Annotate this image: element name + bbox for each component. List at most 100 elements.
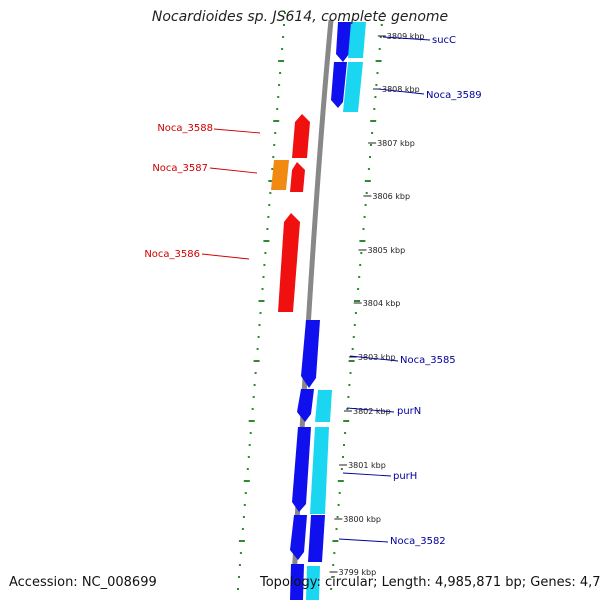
outer-ring-tick bbox=[284, 12, 286, 14]
topology-text: Topology: circular; Length: 4,985,871 bp… bbox=[260, 575, 600, 590]
gene-arrow-noca-3589-rna[interactable] bbox=[343, 62, 363, 112]
inner-ring-tick bbox=[379, 36, 382, 38]
inner-ring-tick bbox=[352, 336, 355, 338]
inner-ring-tick bbox=[360, 252, 363, 254]
inner-ring-tick bbox=[369, 156, 371, 158]
outer-ring-tick bbox=[246, 468, 249, 470]
outer-ring-tick bbox=[278, 60, 285, 62]
gene-arrow-noca-3587-orange[interactable] bbox=[271, 160, 289, 190]
gene-arrow-purn-rna[interactable] bbox=[315, 390, 332, 422]
inner-ring-tick bbox=[364, 204, 367, 206]
gene-arrow-noca-3582-a[interactable] bbox=[290, 515, 307, 560]
gene-label-noca-3588[interactable]: Noca_3588 bbox=[157, 123, 213, 134]
outer-ring-tick bbox=[279, 72, 282, 74]
inner-ring-tick bbox=[331, 576, 334, 578]
gene-label-layer: sucC Noca_3589 Noca_3588 Noca_3587 Noca_… bbox=[144, 35, 481, 547]
outer-ring-tick bbox=[253, 360, 260, 362]
inner-ring-tick bbox=[374, 96, 377, 98]
leader-line-succ bbox=[382, 36, 431, 41]
kbp-tick-label: 3801 kbp bbox=[348, 461, 386, 470]
outer-tick-ring bbox=[237, 12, 286, 590]
outer-ring-tick bbox=[238, 564, 241, 566]
inner-ring-tick bbox=[337, 480, 344, 482]
gene-label-noca-3589[interactable]: Noca_3589 bbox=[426, 90, 482, 101]
inner-ring-tick bbox=[342, 456, 344, 458]
outer-ring-tick bbox=[281, 48, 284, 50]
inner-ring-tick bbox=[354, 300, 360, 302]
outer-ring-tick bbox=[264, 252, 267, 254]
outer-ring-tick bbox=[277, 96, 280, 98]
inner-ring-tick bbox=[376, 72, 379, 74]
outer-ring-tick bbox=[258, 324, 261, 326]
inner-ring-tick bbox=[375, 60, 382, 62]
inner-ring-tick bbox=[359, 264, 362, 266]
gene-arrow-noca-3588[interactable] bbox=[292, 114, 310, 158]
gene-label-purn[interactable]: purN bbox=[397, 406, 421, 417]
gene-arrow-noca-3587-red[interactable] bbox=[290, 162, 305, 192]
inner-ring-tick bbox=[378, 48, 381, 50]
outer-ring-tick bbox=[271, 168, 274, 170]
gene-arrow-noca-3585[interactable] bbox=[301, 320, 320, 388]
inner-ring-tick bbox=[333, 552, 336, 554]
gene-label-noca-3586[interactable]: Noca_3586 bbox=[144, 249, 200, 260]
outer-ring-tick bbox=[257, 336, 260, 338]
kbp-tick-label: 3800 kbp bbox=[343, 515, 381, 524]
gene-label-succ[interactable]: sucC bbox=[432, 35, 456, 46]
inner-ring-tick bbox=[336, 516, 339, 518]
gene-arrow-bottom-a[interactable] bbox=[290, 564, 304, 600]
inner-ring-tick bbox=[371, 132, 374, 134]
gene-label-purh[interactable]: purH bbox=[393, 471, 417, 482]
kbp-tick-label: 3806 kbp bbox=[372, 192, 410, 201]
outer-ring-tick bbox=[273, 144, 276, 146]
inner-ring-tick bbox=[354, 312, 357, 314]
inner-ring-tick bbox=[343, 420, 350, 422]
outer-ring-tick bbox=[237, 588, 239, 590]
inner-ring-tick bbox=[365, 192, 368, 194]
inner-ring-tick bbox=[348, 360, 355, 362]
outer-ring-tick bbox=[273, 120, 280, 122]
gene-arrow-bottom-b[interactable] bbox=[306, 566, 320, 600]
gene-arrow-purh-cds[interactable] bbox=[292, 427, 311, 512]
inner-ring-tick bbox=[359, 240, 366, 242]
gene-label-noca-3582[interactable]: Noca_3582 bbox=[390, 536, 446, 547]
inner-ring-tick bbox=[363, 216, 366, 218]
leader-line-noca-3587 bbox=[209, 167, 258, 174]
gene-label-noca-3587[interactable]: Noca_3587 bbox=[152, 163, 208, 174]
outer-ring-tick bbox=[258, 300, 265, 302]
outer-ring-tick bbox=[249, 432, 252, 434]
gene-arrow-noca-3582-b[interactable] bbox=[308, 515, 325, 562]
kbp-scale: 3809 kbp 3808 kbp 3807 kbp 3806 kbp 3805 kbp… bbox=[329, 32, 425, 577]
inner-ring-tick bbox=[362, 228, 365, 230]
leader-line-purn bbox=[346, 407, 395, 413]
gene-arrow-noca-3586[interactable] bbox=[278, 213, 300, 312]
outer-ring-tick bbox=[263, 240, 270, 242]
outer-ring-tick bbox=[247, 456, 250, 458]
outer-ring-tick bbox=[244, 492, 247, 494]
gene-arrow-noca-3589-cds[interactable] bbox=[331, 62, 347, 108]
gene-label-noca-3585[interactable]: Noca_3585 bbox=[400, 355, 456, 366]
reverse-strand-features bbox=[271, 114, 310, 312]
inner-ring-tick bbox=[349, 372, 352, 374]
outer-ring-tick bbox=[256, 348, 259, 350]
gene-arrow-succ-rna[interactable] bbox=[348, 22, 366, 58]
inner-ring-tick bbox=[357, 288, 360, 290]
kbp-tick-label: 3805 kbp bbox=[368, 246, 406, 255]
inner-ring-tick bbox=[332, 564, 335, 566]
outer-ring-tick bbox=[243, 504, 246, 506]
gene-arrow-purn-cds[interactable] bbox=[297, 389, 314, 422]
accession-text: Accession: NC_008699 bbox=[9, 575, 157, 590]
inner-ring-tick bbox=[347, 396, 350, 398]
outer-ring-tick bbox=[263, 264, 266, 266]
kbp-tick-label: 3809 kbp bbox=[387, 32, 425, 41]
gene-arrow-purh-rna[interactable] bbox=[310, 427, 329, 514]
kbp-tick-label: 3802 kbp bbox=[353, 407, 391, 416]
inner-ring-tick bbox=[353, 324, 356, 326]
outer-ring-tick bbox=[241, 528, 244, 530]
outer-ring-tick bbox=[283, 24, 285, 26]
outer-ring-tick bbox=[267, 216, 270, 218]
inner-tick-ring bbox=[330, 12, 384, 590]
inner-ring-tick bbox=[338, 492, 341, 494]
outer-ring-tick bbox=[253, 384, 256, 386]
gene-arrow-succ-cds[interactable] bbox=[336, 22, 352, 62]
inner-ring-tick bbox=[346, 408, 349, 410]
